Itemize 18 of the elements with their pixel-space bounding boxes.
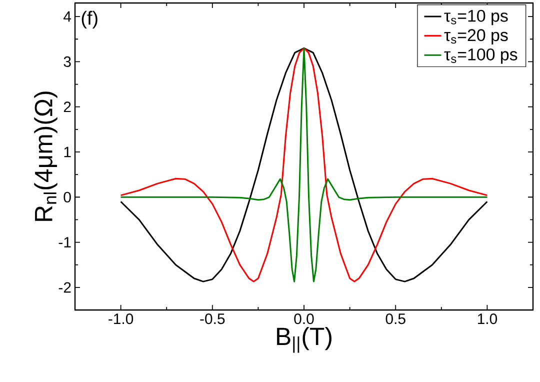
x-axis-title: B$_{||}$(T) [277,326,332,353]
y-tick-label: 2 [64,102,71,112]
y-tick-label: 1 [64,146,71,158]
x-tick-label: 1.0 [478,314,497,324]
legend-label: τ$_{s}$=20 ps [444,29,508,44]
x-tick-label: 0.5 [386,314,406,324]
y-tick-label: -2 [58,282,71,293]
y-tick-label: 0 [64,192,71,202]
y-tick-label: 4 [64,11,72,22]
y-tick-label: -1 [58,237,71,248]
x-tick-label: -0.5 [200,314,225,324]
legend-label: τ$_{s}$=100 ps [444,48,518,64]
y-tick-label: 3 [64,56,71,67]
x-tick-label: -1.0 [108,314,134,324]
x-tick-label: 0.0 [294,314,314,324]
legend-label: τ$_{s}$=10 ps [444,10,508,26]
annotation: (f) [82,10,98,29]
y-axis-title: R$_{nl}$(4μm)(Ω) [34,92,58,221]
